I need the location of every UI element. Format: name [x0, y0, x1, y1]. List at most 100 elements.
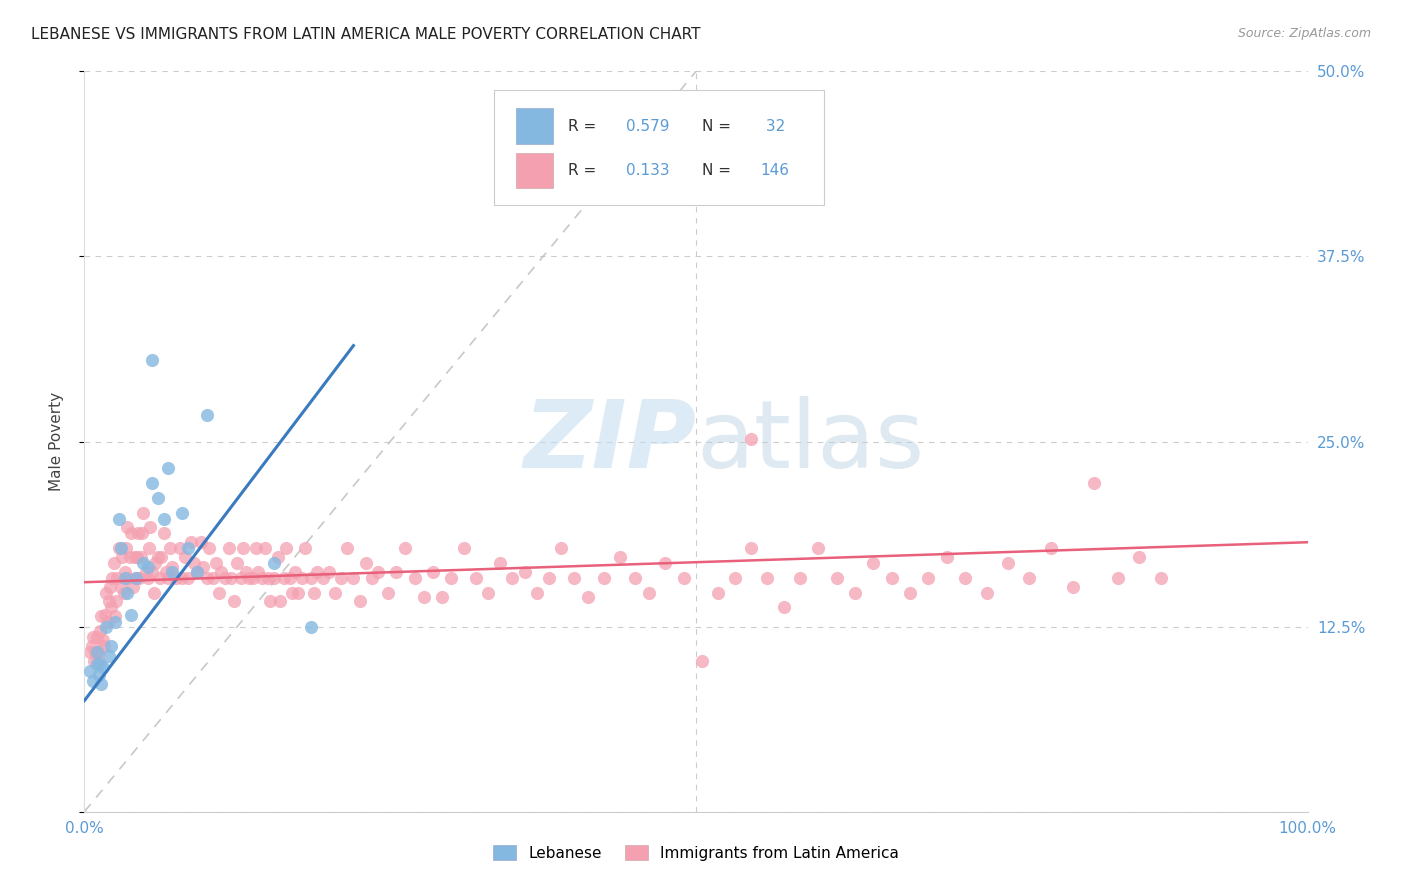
- Point: [229, 571, 252, 585]
- Point: [430, 590, 453, 604]
- Point: [198, 541, 221, 556]
- Point: [111, 549, 134, 564]
- Point: [287, 585, 309, 599]
- Point: [177, 571, 200, 585]
- Point: [104, 615, 127, 630]
- Point: [422, 565, 444, 579]
- Point: [269, 594, 291, 608]
- Point: [360, 571, 382, 585]
- Text: atlas: atlas: [696, 395, 924, 488]
- Point: [100, 600, 122, 615]
- Text: N =: N =: [702, 163, 735, 178]
- Point: [278, 571, 301, 585]
- Point: [862, 556, 884, 570]
- FancyBboxPatch shape: [494, 90, 824, 204]
- Point: [205, 556, 228, 570]
- Point: [177, 541, 200, 556]
- Point: [1150, 571, 1173, 585]
- Point: [125, 549, 148, 564]
- Point: [110, 541, 132, 556]
- Point: [349, 594, 371, 608]
- Point: [336, 541, 359, 556]
- Point: [1018, 571, 1040, 585]
- Point: [162, 565, 184, 579]
- Point: [513, 565, 536, 579]
- Point: [997, 556, 1019, 570]
- Point: [354, 556, 377, 570]
- Point: [172, 571, 194, 585]
- Point: [127, 526, 149, 541]
- Point: [222, 594, 245, 608]
- Text: 0.133: 0.133: [626, 163, 669, 178]
- Point: [186, 565, 208, 579]
- Point: [844, 585, 866, 599]
- Point: [263, 571, 285, 585]
- Point: [394, 541, 416, 556]
- Point: [93, 639, 115, 653]
- Point: [155, 565, 177, 579]
- Point: [114, 571, 136, 585]
- Point: [245, 541, 267, 556]
- Point: [502, 571, 524, 585]
- Point: [131, 526, 153, 541]
- Point: [186, 565, 208, 579]
- Point: [385, 565, 408, 579]
- Legend: Lebanese, Immigrants from Latin America: Lebanese, Immigrants from Latin America: [486, 839, 905, 867]
- Point: [125, 571, 148, 585]
- Point: [880, 571, 903, 585]
- Point: [624, 571, 647, 585]
- Point: [87, 654, 110, 668]
- Point: [367, 565, 389, 579]
- Point: [281, 585, 304, 599]
- Point: [120, 607, 142, 622]
- Point: [935, 549, 957, 564]
- Point: [654, 556, 676, 570]
- Point: [672, 571, 695, 585]
- Point: [180, 535, 202, 549]
- Point: [195, 571, 218, 585]
- Point: [112, 585, 135, 599]
- Point: [96, 585, 118, 599]
- Point: [550, 541, 572, 556]
- Point: [135, 565, 157, 579]
- Point: [82, 630, 104, 644]
- Point: [153, 511, 176, 525]
- Point: [89, 657, 111, 671]
- Point: [80, 639, 103, 653]
- Text: 0.579: 0.579: [626, 119, 669, 134]
- Point: [115, 520, 138, 534]
- Point: [259, 594, 281, 608]
- Point: [218, 541, 240, 556]
- Point: [117, 571, 139, 585]
- Point: [153, 526, 176, 541]
- Point: [122, 580, 145, 594]
- Point: [201, 571, 224, 585]
- Point: [232, 541, 254, 556]
- Point: [242, 571, 264, 585]
- Text: ZIP: ZIP: [523, 395, 696, 488]
- Point: [156, 571, 179, 585]
- Point: [86, 657, 108, 671]
- Point: [299, 619, 322, 633]
- Point: [538, 571, 561, 585]
- Point: [976, 585, 998, 599]
- Point: [149, 571, 172, 585]
- Point: [165, 571, 187, 585]
- Point: [276, 541, 298, 556]
- Point: [638, 585, 661, 599]
- Point: [132, 556, 155, 570]
- Point: [183, 556, 205, 570]
- Point: [377, 585, 399, 599]
- Point: [304, 585, 326, 599]
- Point: [118, 549, 141, 564]
- Point: [247, 565, 270, 579]
- Point: [97, 615, 120, 630]
- Point: [82, 674, 104, 689]
- Point: [1039, 541, 1062, 556]
- Point: [136, 560, 159, 574]
- Text: 32: 32: [761, 119, 785, 134]
- Point: [562, 571, 585, 585]
- Point: [477, 585, 499, 599]
- Point: [724, 571, 747, 585]
- Point: [807, 541, 830, 556]
